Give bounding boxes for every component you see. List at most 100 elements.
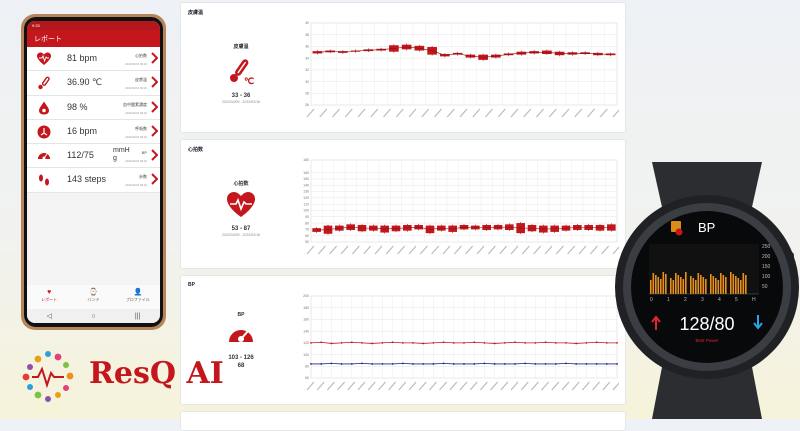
data-point	[320, 341, 323, 344]
y-tick-label: 180	[303, 306, 309, 310]
thermometer-icon	[38, 76, 50, 90]
bottom-nav: ♥ レポート ⌚ バンド 👤 プロファイル	[27, 285, 160, 309]
panel-title: 皮膚温	[188, 10, 204, 16]
watch-bar	[715, 278, 717, 294]
watch-bar	[742, 273, 745, 294]
summary-label: 心拍数	[233, 181, 249, 187]
plot-frame	[310, 295, 618, 379]
x-tick-label	[555, 245, 564, 255]
metric-row-heart-rate[interactable]: 81 bpm 心拍数 2022/02/16 09:32	[27, 47, 160, 72]
x-tick-label	[533, 245, 542, 255]
watch-bar	[730, 272, 732, 294]
y-tick-label: 140	[303, 183, 309, 187]
data-point	[340, 341, 343, 344]
data-point	[340, 363, 343, 365]
metric-row-respiration[interactable]: 16 bpm 呼吸数 2022/02/16 09:32	[27, 120, 160, 145]
data-point	[616, 363, 618, 365]
x-tick-label	[397, 245, 406, 255]
back-icon[interactable]: ◁	[46, 313, 53, 320]
x-tick-label	[497, 108, 506, 118]
x-tick-label	[408, 245, 417, 255]
metric-date: 2022/02/16 09:32	[125, 159, 147, 164]
data-point	[412, 363, 414, 365]
watch-hour-label: 1	[667, 297, 670, 303]
gauge-icon	[38, 153, 50, 160]
y-tick-label: 140	[303, 329, 309, 333]
metric-row-spo2[interactable]: 98 % 血中酸素濃度 2022/02/16 09:32	[27, 96, 160, 120]
watch-bar	[722, 275, 725, 294]
data-point	[361, 341, 363, 344]
x-tick-label	[592, 381, 601, 391]
watch-status: Best Power	[695, 338, 719, 343]
bp-panel: BP BP 103 - 126 68 200 180 160 140 120 100 80 6…	[180, 275, 626, 405]
x-tick-label	[344, 108, 353, 118]
next-panel-edge	[180, 411, 626, 431]
x-tick-label	[306, 245, 315, 255]
lungs-icon	[37, 125, 51, 139]
watch-label: BP	[698, 220, 715, 235]
trend-line	[317, 46, 611, 58]
metric-label: 心拍数	[135, 53, 147, 58]
watch-bar	[717, 280, 720, 294]
data-point	[401, 362, 404, 365]
metric-row-steps[interactable]: 143 steps 歩数 2022/02/16 09:32	[27, 168, 160, 193]
panel-title: BP	[188, 282, 195, 288]
y-tick-label: 120	[303, 341, 309, 345]
x-tick-label	[530, 381, 539, 391]
y-tick-label: 34	[305, 56, 309, 60]
bp-app-icon	[671, 221, 683, 236]
watch-hour-label: 0	[650, 297, 653, 303]
data-point	[554, 341, 557, 344]
metric-date: 2022/02/16 09:32	[125, 183, 147, 188]
x-tick-label	[370, 108, 379, 118]
y-tick-label: 50	[305, 240, 309, 244]
y-tick-label: 80	[305, 364, 309, 368]
x-tick-label	[544, 245, 553, 255]
gauge-icon	[229, 330, 253, 342]
x-tick-label	[446, 108, 455, 118]
metric-row-skin-temp[interactable]: 36.90 ℃ 皮膚温 2022/02/16 09:32	[27, 71, 160, 96]
x-tick-label	[395, 108, 404, 118]
heart-rate-chart: 180 160 150 140 130 120 110 100 90 80 70 60 50	[303, 158, 619, 255]
x-tick-label	[408, 108, 417, 118]
home-icon[interactable]: ○	[91, 312, 96, 320]
nav-label: プロファイル	[125, 297, 150, 302]
y-tick-label: 32	[305, 68, 309, 72]
data-point	[534, 363, 537, 365]
data-point	[350, 363, 353, 365]
data-point	[381, 363, 384, 365]
panel-title: 心拍数	[188, 147, 204, 153]
recents-icon[interactable]: |||	[134, 312, 141, 320]
watch-bar	[680, 277, 682, 294]
chevron-right-icon	[151, 52, 158, 64]
metric-value: 112/75	[67, 150, 94, 161]
svg-text:℃: ℃	[244, 76, 254, 86]
x-tick-label	[347, 381, 356, 391]
bp-summary: BP 103 - 126 68	[181, 312, 301, 369]
x-tick-label	[449, 381, 458, 391]
nav-item-band[interactable]: ⌚ バンド	[71, 285, 115, 309]
nav-label: レポート	[41, 297, 58, 302]
nav-item-report[interactable]: ♥ レポート	[27, 285, 71, 309]
x-tick-label	[306, 381, 315, 391]
watch-hour-label: 2	[684, 297, 687, 303]
status-bar: 9:33	[27, 21, 160, 30]
band-icon: ⌚	[89, 289, 98, 296]
plot-frame	[310, 22, 618, 106]
x-tick-label	[418, 381, 427, 391]
data-point	[412, 341, 414, 344]
data-point	[575, 342, 578, 345]
watch-bar	[697, 273, 700, 294]
watch-bar	[677, 275, 680, 294]
metric-unit: mmH g	[113, 147, 130, 163]
watch-bar	[710, 274, 712, 294]
nav-item-profile[interactable]: 👤 プロファイル	[116, 285, 160, 309]
metric-row-bp[interactable]: 112/75 mmH g BP 2022/02/16 09:32	[27, 144, 160, 169]
trend-line	[316, 226, 612, 231]
data-point	[442, 362, 445, 365]
data-point	[463, 363, 465, 365]
data-point	[605, 363, 608, 365]
watch-bar	[692, 278, 695, 294]
x-tick-label	[523, 108, 532, 118]
x-tick-label	[612, 109, 619, 118]
